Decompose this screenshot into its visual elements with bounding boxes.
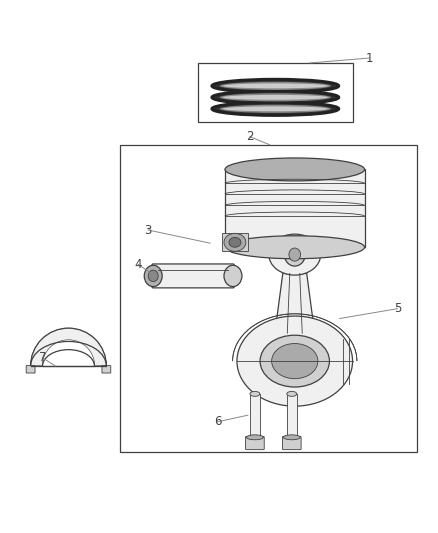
Polygon shape xyxy=(222,232,248,252)
Ellipse shape xyxy=(225,236,364,259)
Ellipse shape xyxy=(223,95,328,100)
Ellipse shape xyxy=(237,316,353,406)
Bar xyxy=(250,394,260,437)
Ellipse shape xyxy=(212,102,339,115)
Ellipse shape xyxy=(229,237,241,247)
Wedge shape xyxy=(42,340,95,366)
Text: 4: 4 xyxy=(134,258,142,271)
Ellipse shape xyxy=(250,391,260,397)
Ellipse shape xyxy=(224,265,242,287)
Bar xyxy=(198,63,353,122)
Text: 1: 1 xyxy=(366,52,373,64)
Ellipse shape xyxy=(212,79,339,92)
FancyBboxPatch shape xyxy=(246,437,264,450)
Ellipse shape xyxy=(224,233,246,252)
Ellipse shape xyxy=(247,435,263,440)
Bar xyxy=(225,169,364,247)
Ellipse shape xyxy=(223,107,328,111)
Ellipse shape xyxy=(220,104,331,113)
Ellipse shape xyxy=(223,84,328,88)
Ellipse shape xyxy=(272,344,318,378)
FancyBboxPatch shape xyxy=(102,366,111,373)
Ellipse shape xyxy=(269,234,321,275)
Bar xyxy=(120,145,417,452)
Ellipse shape xyxy=(289,248,300,261)
Polygon shape xyxy=(275,273,314,333)
Ellipse shape xyxy=(284,243,305,266)
Text: 7: 7 xyxy=(39,351,46,365)
Wedge shape xyxy=(31,328,106,366)
Ellipse shape xyxy=(220,82,331,90)
Ellipse shape xyxy=(225,158,364,181)
Text: 2: 2 xyxy=(246,130,254,143)
Text: 5: 5 xyxy=(394,302,401,315)
Ellipse shape xyxy=(287,391,297,397)
FancyBboxPatch shape xyxy=(152,264,234,288)
Text: 3: 3 xyxy=(145,223,152,237)
Ellipse shape xyxy=(148,270,158,281)
Ellipse shape xyxy=(260,335,329,387)
Wedge shape xyxy=(31,328,106,366)
Ellipse shape xyxy=(212,91,339,104)
Bar xyxy=(287,394,297,437)
Ellipse shape xyxy=(220,93,331,101)
Ellipse shape xyxy=(283,435,300,440)
FancyBboxPatch shape xyxy=(26,366,35,373)
Text: 6: 6 xyxy=(214,415,222,428)
Ellipse shape xyxy=(144,265,162,287)
FancyBboxPatch shape xyxy=(283,437,301,450)
